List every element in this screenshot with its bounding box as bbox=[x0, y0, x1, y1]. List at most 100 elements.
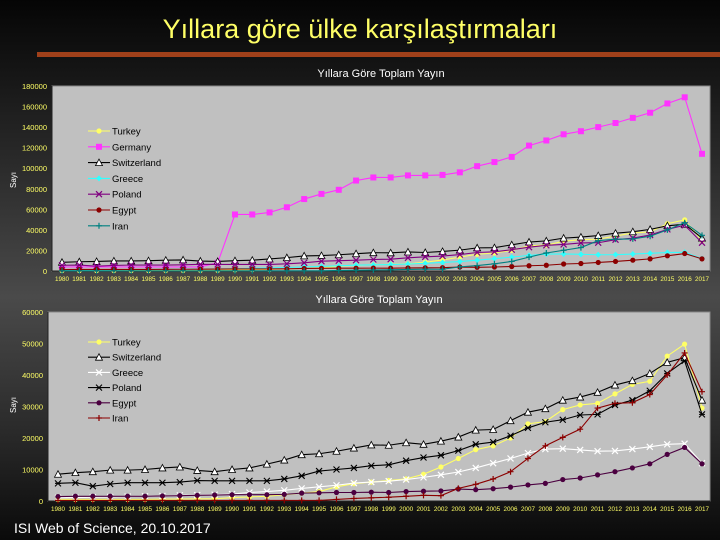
chart-title: Yıllara Göre Toplam Yayın bbox=[317, 68, 444, 80]
data-point bbox=[301, 196, 308, 203]
legend-marker bbox=[96, 207, 102, 213]
data-point bbox=[231, 211, 238, 218]
data-point bbox=[246, 497, 253, 504]
x-tick-label: 1982 bbox=[86, 506, 101, 513]
data-point bbox=[577, 426, 584, 433]
y-tick-label: 50000 bbox=[22, 340, 43, 349]
data-point bbox=[647, 461, 653, 467]
series-line bbox=[61, 223, 703, 263]
x-tick-label: 2002 bbox=[436, 276, 451, 283]
data-point bbox=[266, 260, 273, 268]
data-point bbox=[629, 465, 635, 471]
data-point bbox=[439, 259, 446, 266]
data-point bbox=[314, 449, 324, 458]
data-point bbox=[333, 496, 340, 503]
data-point bbox=[211, 497, 218, 504]
data-point bbox=[491, 255, 498, 262]
data-point bbox=[664, 372, 671, 378]
data-point bbox=[663, 440, 671, 448]
data-point bbox=[351, 249, 361, 258]
data-point bbox=[211, 477, 219, 485]
x-tick-label: 1991 bbox=[245, 276, 260, 283]
data-point bbox=[142, 497, 149, 504]
data-point bbox=[560, 247, 567, 254]
legend-label: Egypt bbox=[112, 398, 137, 409]
data-point bbox=[246, 492, 253, 498]
legend-marker bbox=[95, 190, 103, 198]
data-point bbox=[490, 486, 496, 492]
x-tick-label: 1995 bbox=[312, 506, 327, 513]
data-point bbox=[612, 236, 619, 243]
data-point bbox=[525, 421, 531, 427]
data-point bbox=[334, 250, 343, 259]
x-tick-label: 1981 bbox=[68, 506, 83, 513]
data-point bbox=[369, 256, 377, 263]
data-point bbox=[72, 479, 79, 487]
x-tick-label: 2006 bbox=[505, 276, 520, 283]
data-point bbox=[370, 266, 377, 273]
data-point bbox=[333, 489, 340, 496]
x-tick-label: 2009 bbox=[556, 506, 571, 513]
data-point bbox=[491, 159, 498, 166]
data-point bbox=[474, 163, 481, 170]
x-tick-label: 1986 bbox=[159, 276, 174, 283]
legend-marker bbox=[96, 415, 102, 421]
data-point bbox=[681, 219, 688, 226]
title-underline-bar bbox=[37, 52, 720, 57]
series-line bbox=[57, 446, 703, 498]
x-tick-label: 2015 bbox=[660, 276, 675, 283]
data-point bbox=[403, 493, 410, 500]
chart-title: Yıllara Göre Toplam Yayın bbox=[315, 294, 442, 306]
data-point bbox=[421, 253, 429, 261]
x-tick-label: 1985 bbox=[141, 276, 156, 283]
legend-label: Germany bbox=[112, 142, 151, 153]
legend-marker bbox=[94, 158, 104, 166]
legend-marker bbox=[96, 339, 102, 345]
data-point bbox=[543, 250, 550, 257]
data-point bbox=[699, 388, 705, 395]
data-point bbox=[404, 172, 411, 179]
data-point bbox=[128, 267, 135, 274]
data-point bbox=[124, 497, 131, 504]
data-point bbox=[507, 468, 514, 475]
data-point bbox=[263, 477, 271, 485]
data-point bbox=[175, 462, 185, 471]
legend-label: Iran bbox=[112, 414, 128, 425]
data-point bbox=[524, 424, 532, 432]
data-point bbox=[439, 171, 446, 178]
x-tick-label: 1980 bbox=[51, 506, 66, 513]
x-tick-label: 1995 bbox=[314, 276, 329, 283]
data-point bbox=[248, 260, 256, 268]
data-point bbox=[403, 488, 409, 495]
data-point bbox=[560, 241, 568, 248]
data-point bbox=[490, 443, 496, 449]
data-point bbox=[612, 258, 619, 265]
data-point bbox=[422, 172, 429, 179]
data-point bbox=[54, 479, 62, 487]
data-point bbox=[699, 461, 705, 467]
data-point bbox=[55, 493, 61, 500]
data-point bbox=[93, 267, 100, 274]
data-point bbox=[402, 457, 410, 465]
x-tick-label: 1999 bbox=[384, 276, 399, 283]
data-point bbox=[318, 257, 325, 265]
data-point bbox=[196, 260, 204, 268]
data-point bbox=[472, 481, 479, 488]
x-tick-label: 2017 bbox=[695, 276, 710, 283]
data-point bbox=[89, 497, 96, 504]
x-tick-label: 1998 bbox=[366, 276, 381, 283]
data-point bbox=[593, 387, 602, 396]
data-point bbox=[402, 476, 410, 484]
data-point bbox=[541, 404, 550, 413]
y-axis-label: Sayı bbox=[9, 172, 18, 188]
x-tick-label: 2010 bbox=[574, 276, 589, 283]
data-point bbox=[71, 468, 80, 477]
legend-label: Turkey bbox=[112, 127, 141, 138]
data-point bbox=[473, 487, 479, 493]
data-point bbox=[263, 497, 270, 504]
data-point bbox=[333, 466, 340, 473]
data-point bbox=[349, 443, 359, 452]
data-point bbox=[280, 486, 288, 494]
data-point bbox=[611, 400, 618, 407]
data-point bbox=[210, 467, 219, 476]
